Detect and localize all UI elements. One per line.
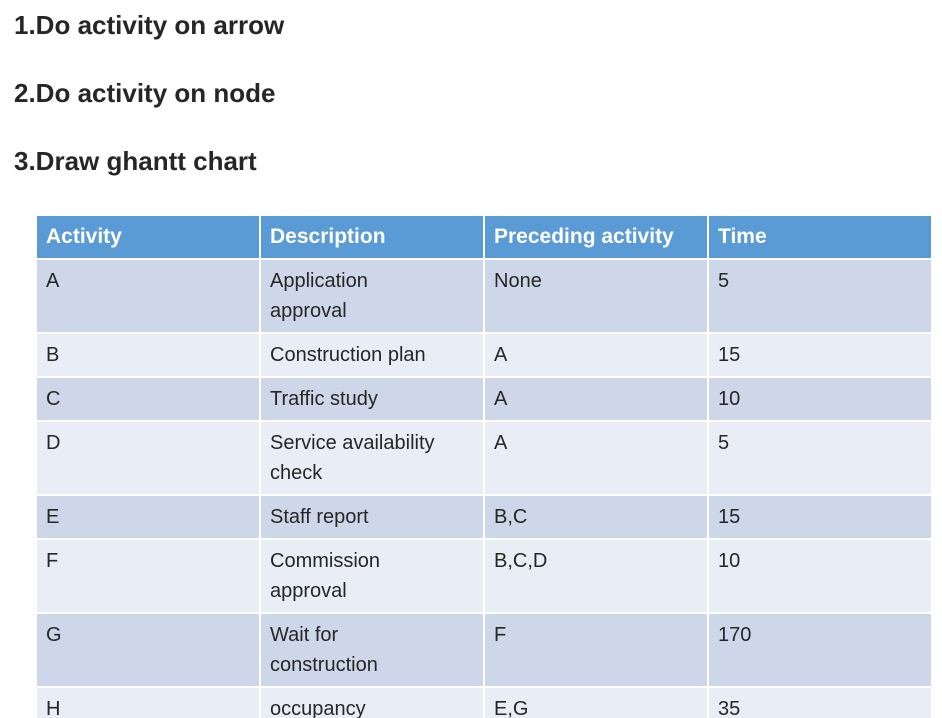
instruction-item-1: 1.Do activity on arrow xyxy=(14,10,285,40)
cell-activity: A xyxy=(35,258,261,334)
table-row-e: E Staff report B,C 15 xyxy=(35,494,933,540)
cell-description: Application approval xyxy=(259,258,485,334)
cell-preceding: A xyxy=(483,376,709,422)
table-row-h: H occupancy E,G 35 xyxy=(35,686,933,718)
instruction-item-3: 3.Draw ghantt chart xyxy=(14,146,257,176)
cell-time: 15 xyxy=(707,494,933,540)
table-header-row: Activity Description Preceding activity … xyxy=(35,214,933,260)
table-row-c: C Traffic study A 10 xyxy=(35,376,933,422)
cell-activity: H xyxy=(35,686,261,718)
cell-activity: D xyxy=(35,420,261,496)
cell-activity: C xyxy=(35,376,261,422)
cell-preceding: F xyxy=(483,612,709,688)
cell-time: 35 xyxy=(707,686,933,718)
column-header-activity: Activity xyxy=(35,214,261,260)
cell-description: Traffic study xyxy=(259,376,485,422)
cell-activity: B xyxy=(35,332,261,378)
cell-time: 5 xyxy=(707,258,933,334)
cell-preceding: B,C xyxy=(483,494,709,540)
cell-time: 15 xyxy=(707,332,933,378)
cell-preceding: None xyxy=(483,258,709,334)
cell-description: occupancy xyxy=(259,686,485,718)
cell-activity: G xyxy=(35,612,261,688)
instruction-list: 1.Do activity on arrow 2.Do activity on … xyxy=(0,0,942,176)
cell-preceding: A xyxy=(483,332,709,378)
table-row-b: B Construction plan A 15 xyxy=(35,332,933,378)
cell-activity: F xyxy=(35,538,261,614)
cell-preceding: A xyxy=(483,420,709,496)
cell-description: Service availability check xyxy=(259,420,485,496)
column-header-preceding-activity: Preceding activity xyxy=(483,214,709,260)
cell-description: Commission approval xyxy=(259,538,485,614)
cell-description: Construction plan xyxy=(259,332,485,378)
table-row-g: G Wait for construction F 170 xyxy=(35,612,933,688)
cell-time: 10 xyxy=(707,538,933,614)
cell-description: Wait for construction xyxy=(259,612,485,688)
cell-time: 170 xyxy=(707,612,933,688)
cell-time: 5 xyxy=(707,420,933,496)
cell-description: Staff report xyxy=(259,494,485,540)
cell-activity: E xyxy=(35,494,261,540)
column-header-description: Description xyxy=(259,214,485,260)
instruction-item-2: 2.Do activity on node xyxy=(14,78,276,108)
activity-table: Activity Description Preceding activity … xyxy=(35,214,933,718)
cell-preceding: E,G xyxy=(483,686,709,718)
table-row-d: D Service availability check A 5 xyxy=(35,420,933,496)
cell-preceding: B,C,D xyxy=(483,538,709,614)
cell-time: 10 xyxy=(707,376,933,422)
table-row-a: A Application approval None 5 xyxy=(35,258,933,334)
table-row-f: F Commission approval B,C,D 10 xyxy=(35,538,933,614)
column-header-time: Time xyxy=(707,214,933,260)
